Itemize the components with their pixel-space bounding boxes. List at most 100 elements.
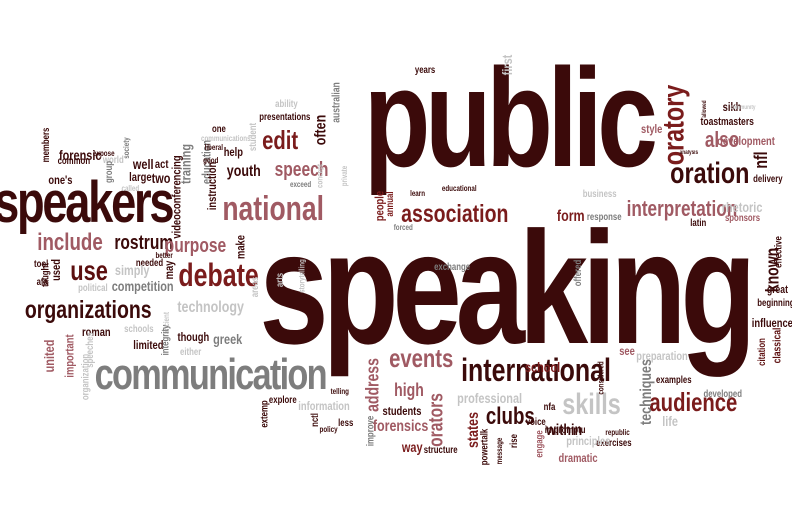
cloud-word-purpose: purpose [164,235,226,257]
cloud-word-help: help [223,145,243,159]
cloud-word-annual: annual [385,191,397,217]
cloud-word-liberal: liberal [204,143,223,152]
cloud-word-united: united [41,339,57,373]
cloud-word-may: may [162,260,177,280]
cloud-word-message: message [495,437,505,465]
cloud-word-powertalk: powertalk [478,428,490,466]
cloud-word-ability: ability [274,99,298,110]
cloud-word-people: people [371,190,386,222]
cloud-word-clubs: clubs [485,403,535,430]
cloud-word-sikh: sikh [722,100,742,114]
cloud-word-within: within [546,422,583,439]
cloud-word-developed: developed [702,389,742,400]
cloud-word-events: events [389,343,454,373]
cloud-word-organization: organization [80,353,92,401]
cloud-word-better: better [155,251,173,260]
cloud-word-large: large [128,170,152,184]
cloud-word-exercises: exercises [596,438,632,449]
cloud-word-concept: concept [314,164,324,188]
cloud-word-rostrum: rostrum [114,232,174,254]
cloud-word-address: address [362,358,383,412]
cloud-word-community: community [730,105,756,111]
cloud-word-dramatic: dramatic [558,451,598,465]
cloud-word-also: also [704,127,740,152]
cloud-word-oration: oration [670,157,750,190]
cloud-word-way: way [401,439,423,455]
cloud-word-either: either [179,347,201,358]
cloud-word-instruction: instruction [205,161,219,211]
cloud-word-educational: educational [441,184,477,193]
cloud-word-forced: forced [393,223,413,232]
cloud-word-nfa: nfa [543,402,555,413]
cloud-word-limited: limited [132,338,163,352]
cloud-word-debate: debate [177,257,259,293]
cloud-word-used: used [49,259,64,281]
cloud-word-engage: engage [534,430,546,458]
cloud-word-speaking: speaking [259,198,756,377]
cloud-word-school: school [524,359,560,375]
cloud-word-nctl: nctl [309,413,321,427]
cloud-word-style: style [640,122,662,136]
cloud-word-important: important [62,334,77,378]
cloud-word-influence: influence [751,316,792,330]
cloud-word-called: called [120,184,139,193]
cloud-word-preparation: preparation [636,349,688,363]
cloud-word-interpretation: interpretation [626,196,738,221]
cloud-word-good: good [203,156,219,165]
cloud-word-society: society [121,137,131,159]
cloud-word-explore: explore [268,395,297,406]
cloud-word-classical: classical [771,327,784,363]
cloud-word-arts: arts [275,272,287,288]
cloud-word-political: political [78,283,108,294]
cloud-word-roman: roman [81,325,111,339]
cloud-word-extemp: extemp [259,400,271,428]
cloud-word-forensics: forensics [372,418,428,435]
cloud-word-principles: principles [565,434,610,448]
cloud-word-one: one [211,124,226,135]
cloud-word-association: association [401,199,509,228]
cloud-word-technology: technology [176,299,244,316]
cloud-word-schools: schools [124,324,154,335]
cloud-word-business: business [582,189,617,200]
cloud-word-well: well [132,156,154,172]
cloud-word-common: common [57,156,91,167]
cloud-word-sponsors: sponsors [724,213,760,224]
cloud-word-exchange: exchange [434,262,471,273]
cloud-word-make: make [232,235,247,259]
cloud-word-international: international [461,352,611,388]
cloud-word-organizations: organizations [24,295,152,324]
cloud-word-toastmasters: toastmasters [700,115,754,128]
cloud-word-expose: expose [93,149,115,158]
cloud-word-effective: effective [772,236,784,268]
cloud-word-tool: tool [34,259,49,270]
cloud-word-simply: simply [114,262,150,278]
cloud-word-skills: skills [561,388,621,421]
cloud-word-high: high [394,380,424,400]
cloud-word-speech: speech [274,159,328,181]
cloud-word-information: information [298,399,350,413]
cloud-word-australian: australian [330,81,343,123]
cloud-word-response: response [586,212,622,223]
cloud-word-forensic: forensic [58,147,102,163]
cloud-word-public: public [363,39,658,196]
cloud-word-edit: edit [262,125,299,155]
cloud-word-needed: needed [135,258,163,269]
cloud-word-afa: afa [36,277,48,288]
cloud-word-life: life [662,413,679,429]
cloud-word-policy: policy [319,425,338,434]
cloud-word-youth: youth [226,163,261,180]
cloud-word-techniques: techniques [638,359,656,425]
cloud-word-communication: communication [94,350,327,399]
cloud-word-world: world [102,155,124,166]
cloud-word-less: less [337,418,353,429]
cloud-word-students: students [382,404,422,418]
cloud-word-allowed: allowed [702,100,709,118]
cloud-word-rhetoric: rhetoric [721,199,763,215]
cloud-word-presentations: presentations [259,112,311,123]
cloud-word-act: act [154,157,168,171]
cloud-word-national: national [222,190,325,228]
cloud-word-two: two [151,170,171,186]
cloud-word-examples: examples [656,375,692,386]
cloud-word-greek: greek [212,331,242,347]
